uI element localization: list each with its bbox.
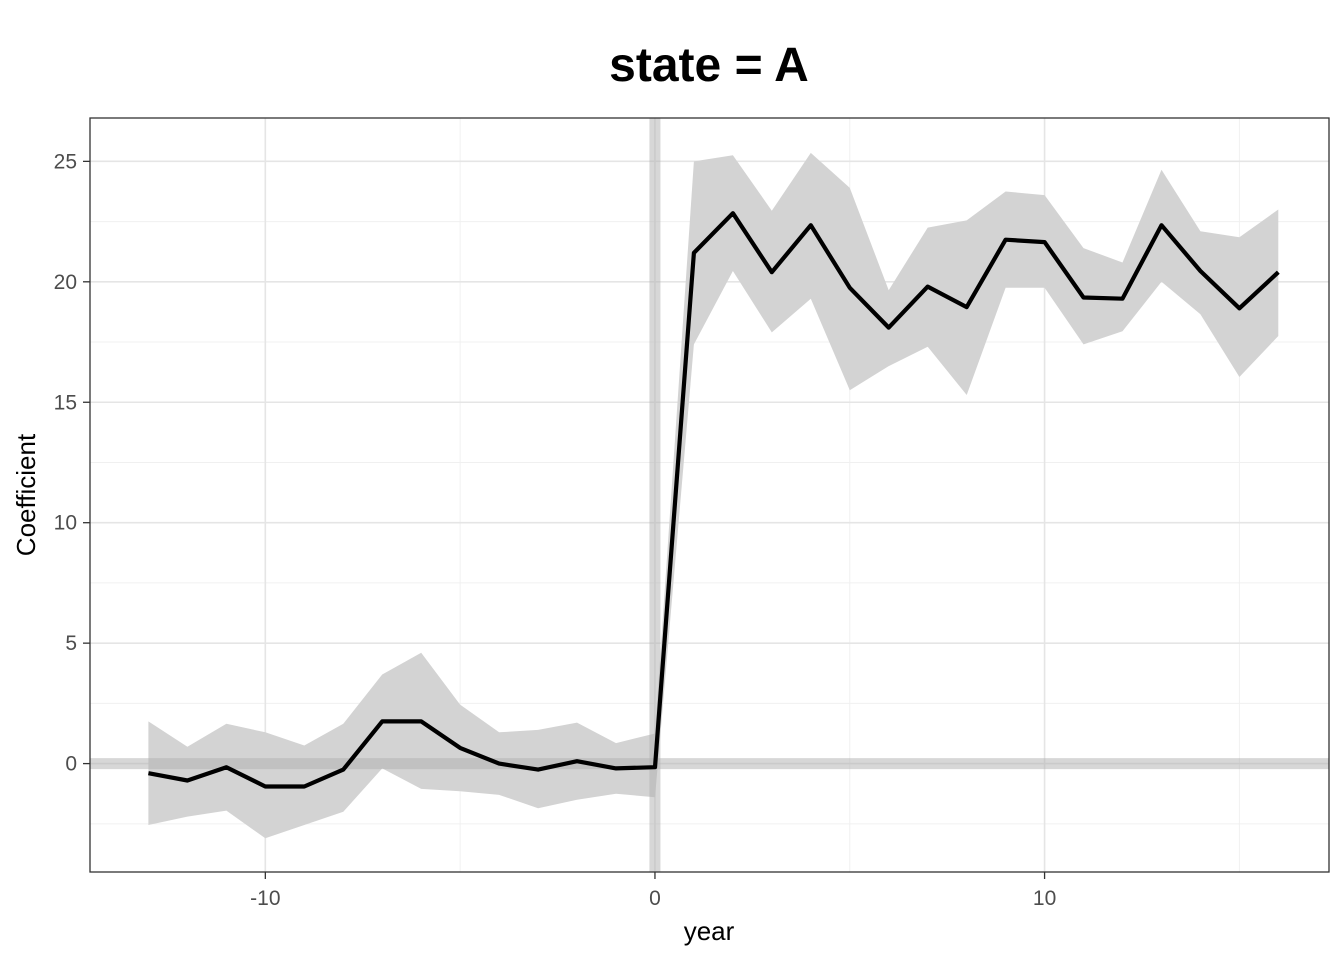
y-tick-label: 0 xyxy=(65,753,77,776)
y-tick-label: 5 xyxy=(65,632,77,655)
plot-area xyxy=(89,117,1330,873)
series-line xyxy=(148,211,1280,789)
x-axis: -10 0 10 xyxy=(250,872,1056,910)
y-axis-title: Coefficient xyxy=(11,433,41,556)
chart-title: state = A xyxy=(609,39,809,92)
y-tick-label: 20 xyxy=(54,271,77,294)
x-tick-label: 0 xyxy=(649,887,661,910)
y-tick-label: 15 xyxy=(54,391,77,414)
x-tick-label: -10 xyxy=(250,887,280,910)
confidence-band xyxy=(148,152,1279,839)
y-tick-label: 25 xyxy=(54,150,77,173)
x-tick-label: 10 xyxy=(1033,887,1056,910)
x-axis-title: year xyxy=(684,916,735,946)
y-tick-label: 10 xyxy=(54,512,77,535)
y-axis: 0 5 10 15 20 25 xyxy=(54,150,90,776)
plot-border xyxy=(89,117,1330,873)
